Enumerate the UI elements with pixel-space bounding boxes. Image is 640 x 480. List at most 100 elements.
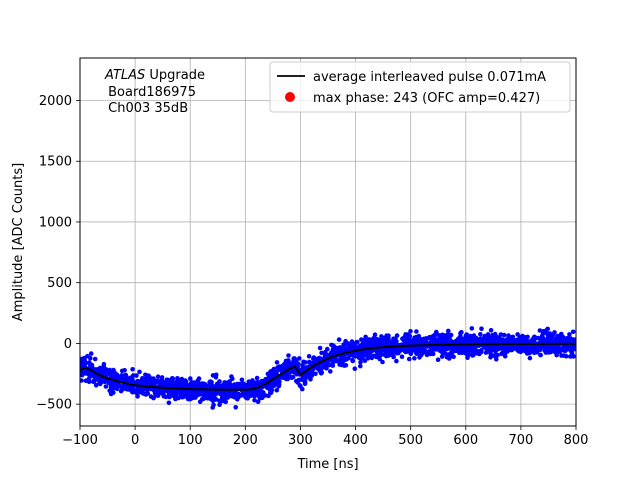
scatter-point: [342, 363, 347, 368]
annotation-board: Board186975: [104, 85, 196, 100]
scatter-point: [367, 343, 372, 349]
scatter-point: [400, 336, 405, 342]
scatter-point: [271, 372, 276, 377]
x-tick-label: 600: [453, 433, 478, 448]
scatter-point: [291, 356, 297, 361]
scatter-point: [80, 378, 84, 383]
scatter-point: [502, 348, 507, 354]
scatter-point: [183, 378, 188, 383]
scatter-point: [478, 332, 483, 337]
scatter-point: [446, 356, 452, 361]
scatter-point: [85, 353, 90, 359]
scatter-point: [92, 356, 98, 362]
scatter-point: [361, 343, 367, 349]
scatter-point: [175, 376, 180, 381]
scatter-point: [538, 352, 543, 358]
legend-marker-swatch: [285, 92, 295, 102]
scatter-point: [377, 341, 382, 346]
y-tick-label: 0: [64, 337, 72, 352]
x-tick-label: 300: [288, 433, 313, 448]
x-tick-label: 800: [564, 433, 589, 448]
scatter-point: [488, 355, 493, 360]
scatter-point: [199, 397, 205, 402]
scatter-point: [571, 346, 576, 351]
y-tick-label: 2000: [39, 94, 72, 109]
scatter-point: [88, 363, 94, 368]
scatter-point: [568, 354, 573, 359]
scatter-point: [111, 367, 116, 373]
scatter-point: [141, 377, 147, 383]
scatter-cloud: [80, 326, 576, 410]
scatter-point: [180, 383, 186, 389]
scatter-point: [83, 369, 89, 375]
scatter-point: [572, 338, 576, 343]
scatter-point: [444, 337, 450, 342]
scatter-point: [363, 334, 368, 340]
scatter-point: [91, 379, 96, 385]
scatter-point: [118, 388, 124, 394]
plot-area: [79, 57, 577, 427]
scatter-point: [417, 355, 422, 360]
x-axis-label: Time [ns]: [296, 457, 358, 472]
scatter-point: [557, 333, 563, 339]
scatter-point: [378, 349, 384, 355]
scatter-point: [406, 356, 412, 362]
scatter-point: [102, 372, 108, 377]
scatter-point: [178, 391, 183, 397]
scatter-point: [512, 337, 517, 343]
scatter-point: [358, 360, 363, 365]
scatter-point: [274, 360, 280, 365]
scatter-point: [371, 353, 376, 359]
scatter-point: [271, 381, 277, 386]
scatter-point: [217, 398, 222, 404]
scatter-point: [544, 328, 549, 333]
scatter-point: [463, 339, 469, 344]
scatter-point: [516, 336, 522, 342]
scatter-point: [336, 337, 342, 342]
scatter-point: [185, 391, 190, 396]
scatter-point: [118, 376, 124, 382]
scatter-point: [217, 402, 222, 408]
scatter-point: [350, 357, 355, 363]
scatter-point: [119, 368, 125, 374]
scatter-point: [363, 352, 369, 358]
scatter-point: [458, 347, 464, 353]
scatter-point: [209, 383, 214, 389]
y-tick-label: −500: [36, 398, 72, 413]
scatter-point: [208, 396, 213, 402]
scatter-point: [97, 379, 102, 385]
legend-frame: [269, 61, 571, 113]
scatter-point: [153, 390, 159, 396]
scatter-point: [401, 346, 407, 351]
scatter-point: [158, 389, 164, 395]
scatter-point: [570, 329, 576, 335]
scatter-point: [414, 329, 419, 334]
scatter-point: [415, 338, 420, 344]
x-tick-label: 0: [131, 433, 139, 448]
scatter-point: [252, 397, 257, 403]
scatter-point: [345, 341, 351, 346]
scatter-point: [408, 329, 413, 334]
scatter-point: [249, 383, 255, 389]
scatter-point: [289, 375, 294, 381]
scatter-point: [436, 337, 442, 343]
scatter-point: [274, 387, 280, 393]
scatter-point: [137, 389, 143, 395]
scatter-point: [195, 380, 200, 385]
scatter-point: [521, 346, 526, 351]
scatter-point: [157, 382, 163, 388]
scatter-point: [88, 351, 94, 356]
scatter-point: [227, 381, 233, 387]
scatter-point: [225, 395, 230, 400]
scatter-point: [492, 353, 497, 359]
scatter-point: [391, 348, 397, 354]
scatter-point: [317, 366, 323, 372]
scatter-point: [502, 353, 508, 359]
scatter-point: [563, 353, 569, 359]
scatter-point: [357, 343, 363, 349]
scatter-point: [233, 405, 238, 410]
scatter-point: [352, 366, 358, 372]
scatter-point: [540, 333, 545, 338]
scatter-point: [471, 352, 476, 358]
annotation-line-1: ATLAS Upgrade: [104, 68, 205, 83]
